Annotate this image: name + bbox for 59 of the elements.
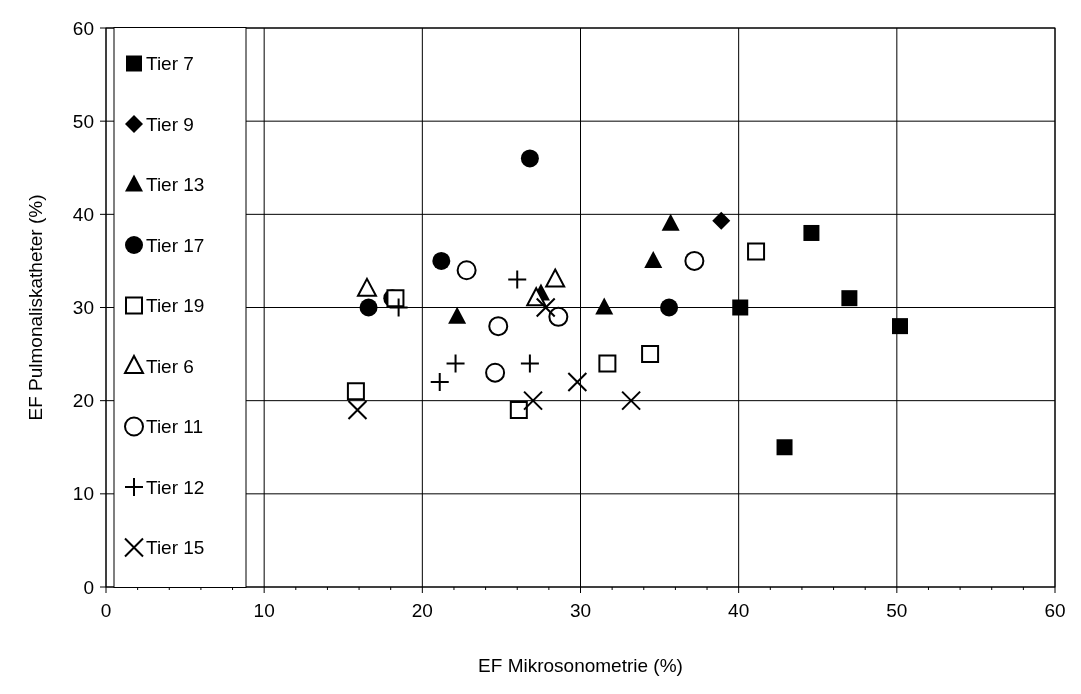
point xyxy=(598,354,617,373)
x-tick-label: 20 xyxy=(411,600,433,621)
point xyxy=(520,149,539,168)
point xyxy=(803,224,820,241)
point xyxy=(359,298,378,317)
point xyxy=(776,439,793,456)
y-tick-label: 10 xyxy=(72,483,94,505)
point xyxy=(660,298,679,317)
point xyxy=(523,390,544,411)
point xyxy=(485,362,506,383)
point xyxy=(644,250,663,268)
point xyxy=(545,268,566,288)
x-tick-label: 50 xyxy=(886,600,908,621)
legend-label: Tier 6 xyxy=(146,355,194,377)
point xyxy=(548,306,569,327)
point xyxy=(892,318,908,335)
point xyxy=(346,382,365,401)
point xyxy=(684,250,705,271)
point xyxy=(621,390,642,411)
legend-label: Tier 12 xyxy=(146,476,205,498)
legend-label: Tier 17 xyxy=(146,234,205,256)
point xyxy=(595,297,614,315)
x-tick-label: 40 xyxy=(728,600,750,621)
point xyxy=(732,299,749,316)
point xyxy=(347,399,368,420)
legend-label: Tier 15 xyxy=(146,537,205,559)
point xyxy=(841,290,858,307)
legend-label: Tier 7 xyxy=(146,53,194,75)
point xyxy=(641,345,660,364)
x-tick-label: 60 xyxy=(1044,600,1066,621)
point xyxy=(445,353,466,374)
point xyxy=(535,297,556,318)
point xyxy=(567,372,588,393)
y-tick-label: 0 xyxy=(83,576,94,598)
point xyxy=(429,372,450,393)
x-tick-label: 30 xyxy=(569,600,592,621)
y-tick-label: 40 xyxy=(72,203,94,225)
legend-label: Tier 13 xyxy=(146,174,205,196)
y-tick-label: 30 xyxy=(72,297,94,319)
y-tick-label: 60 xyxy=(72,17,94,39)
point xyxy=(488,316,509,337)
x-tick-label: 0 xyxy=(100,600,112,621)
x-axis-title: EF Mikrosonometrie (%) xyxy=(478,655,683,676)
point xyxy=(519,353,540,374)
point xyxy=(356,277,377,297)
point xyxy=(432,251,451,270)
legend-label: Tier 9 xyxy=(146,113,194,135)
point xyxy=(712,211,731,230)
point xyxy=(747,242,766,261)
point xyxy=(661,213,680,231)
point xyxy=(448,306,467,324)
y-tick-label: 20 xyxy=(72,390,94,412)
legend-label: Tier 11 xyxy=(146,416,204,438)
legend-label: Tier 19 xyxy=(146,295,205,317)
point xyxy=(456,260,477,281)
y-axis-title: EF Pulmonaliskatheter (%) xyxy=(25,194,46,421)
x-tick-label: 10 xyxy=(253,600,275,621)
y-tick-label: 50 xyxy=(72,110,94,132)
point xyxy=(507,269,528,290)
